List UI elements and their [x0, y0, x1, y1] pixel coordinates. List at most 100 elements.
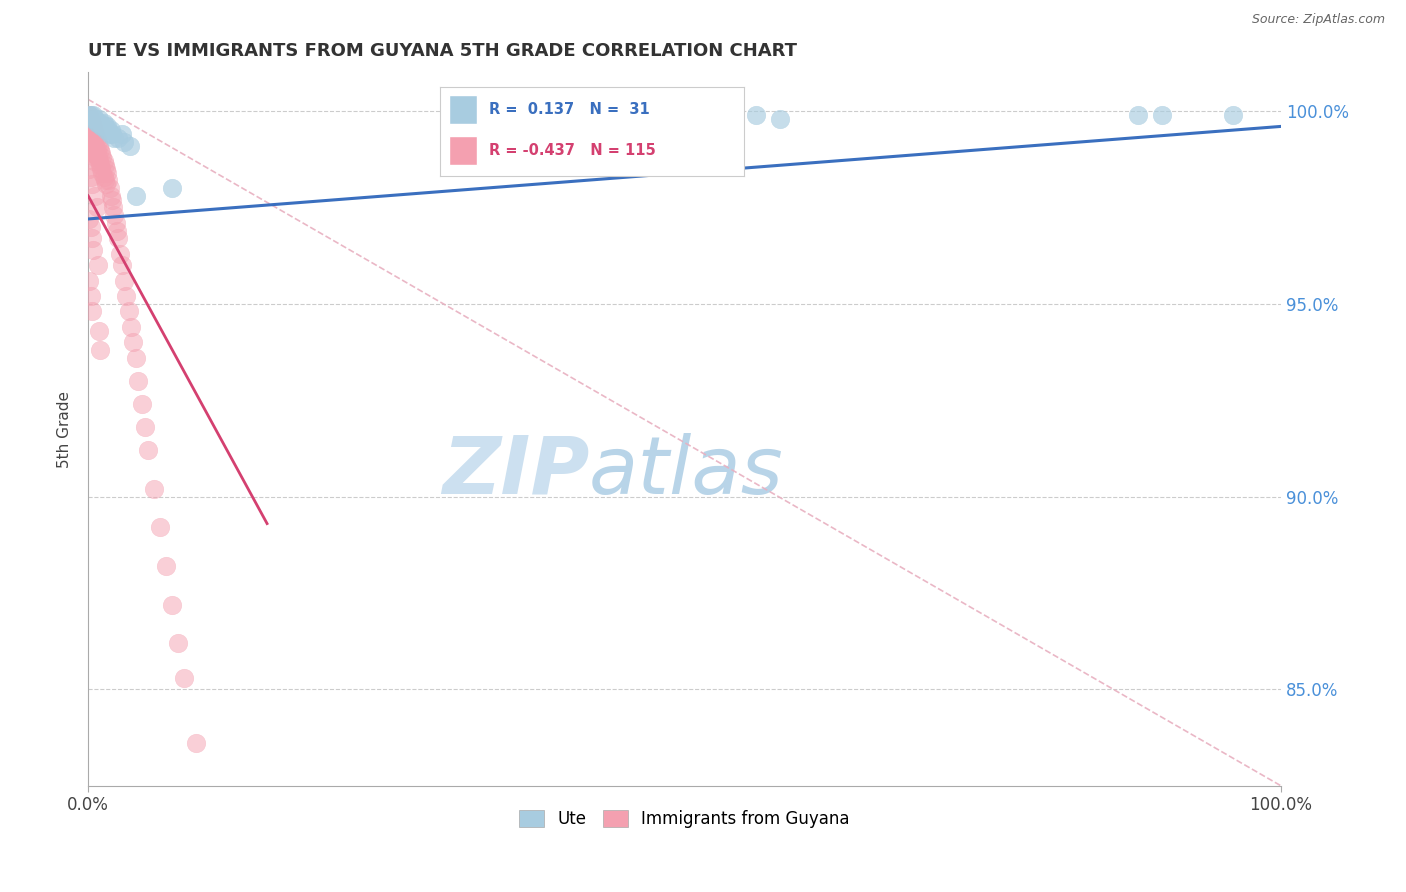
- Point: [101, 127, 124, 141]
- Point: [94, 158, 117, 172]
- Point: [142, 482, 165, 496]
- Point: [118, 138, 141, 153]
- Point: [173, 671, 195, 685]
- Point: [112, 135, 135, 149]
- Point: [80, 127, 103, 141]
- Point: [93, 169, 115, 184]
- Point: [86, 200, 108, 214]
- Point: [91, 166, 114, 180]
- Point: [82, 138, 104, 153]
- Point: [98, 181, 121, 195]
- Point: [125, 351, 148, 365]
- Point: [769, 112, 792, 126]
- Point: [80, 135, 103, 149]
- Point: [79, 131, 101, 145]
- Point: [136, 443, 159, 458]
- Point: [97, 173, 120, 187]
- Point: [125, 189, 148, 203]
- Point: [83, 154, 105, 169]
- Point: [100, 189, 122, 203]
- Point: [87, 112, 110, 126]
- Point: [90, 120, 112, 134]
- Point: [87, 324, 110, 338]
- Text: Source: ZipAtlas.com: Source: ZipAtlas.com: [1251, 13, 1385, 27]
- Point: [208, 852, 231, 866]
- Point: [184, 736, 207, 750]
- Point: [84, 138, 107, 153]
- Point: [79, 108, 101, 122]
- Point: [79, 289, 101, 303]
- Point: [86, 135, 108, 149]
- Point: [103, 208, 125, 222]
- Point: [79, 115, 101, 129]
- Point: [98, 127, 121, 141]
- Point: [83, 123, 105, 137]
- Point: [89, 115, 111, 129]
- Point: [86, 258, 108, 272]
- Point: [79, 211, 101, 226]
- Point: [83, 135, 105, 149]
- Point: [90, 161, 112, 176]
- Point: [79, 108, 101, 122]
- Point: [80, 304, 103, 318]
- Point: [93, 154, 115, 169]
- Point: [93, 115, 115, 129]
- Point: [94, 123, 117, 137]
- Point: [94, 161, 117, 176]
- Text: ZIP: ZIP: [441, 433, 589, 511]
- Point: [89, 343, 111, 357]
- Point: [79, 161, 101, 176]
- Point: [86, 131, 108, 145]
- Point: [84, 189, 107, 203]
- Point: [103, 131, 125, 145]
- Point: [82, 131, 104, 145]
- Y-axis label: 5th Grade: 5th Grade: [58, 391, 72, 467]
- Point: [87, 138, 110, 153]
- Point: [107, 231, 129, 245]
- Point: [101, 193, 124, 207]
- Point: [82, 143, 104, 157]
- Point: [87, 154, 110, 169]
- Point: [80, 127, 103, 141]
- Point: [110, 258, 132, 272]
- Point: [107, 131, 129, 145]
- Point: [122, 335, 145, 350]
- Point: [127, 374, 149, 388]
- Point: [83, 146, 105, 161]
- Point: [82, 243, 104, 257]
- Point: [84, 112, 107, 126]
- Point: [1222, 108, 1244, 122]
- Legend: Ute, Immigrants from Guyana: Ute, Immigrants from Guyana: [512, 803, 856, 835]
- Point: [155, 559, 177, 574]
- Point: [134, 420, 156, 434]
- Point: [160, 181, 183, 195]
- Point: [89, 158, 111, 172]
- Point: [79, 219, 101, 234]
- Point: [110, 127, 132, 141]
- Point: [1150, 108, 1173, 122]
- Point: [82, 108, 104, 122]
- Point: [90, 146, 112, 161]
- Point: [82, 120, 104, 134]
- Point: [112, 274, 135, 288]
- Point: [103, 200, 125, 214]
- Point: [80, 146, 103, 161]
- Point: [79, 108, 101, 122]
- Point: [160, 598, 183, 612]
- Point: [79, 120, 101, 134]
- Point: [131, 397, 153, 411]
- Point: [86, 143, 108, 157]
- Point: [105, 223, 128, 237]
- Point: [79, 143, 101, 157]
- Point: [80, 231, 103, 245]
- Point: [86, 150, 108, 164]
- Point: [79, 169, 101, 184]
- Point: [80, 112, 103, 126]
- Text: UTE VS IMMIGRANTS FROM GUYANA 5TH GRADE CORRELATION CHART: UTE VS IMMIGRANTS FROM GUYANA 5TH GRADE …: [89, 42, 797, 60]
- Point: [79, 274, 101, 288]
- Point: [110, 246, 132, 260]
- Text: atlas: atlas: [589, 433, 785, 511]
- Point: [118, 304, 141, 318]
- Point: [83, 112, 105, 126]
- Point: [79, 112, 101, 126]
